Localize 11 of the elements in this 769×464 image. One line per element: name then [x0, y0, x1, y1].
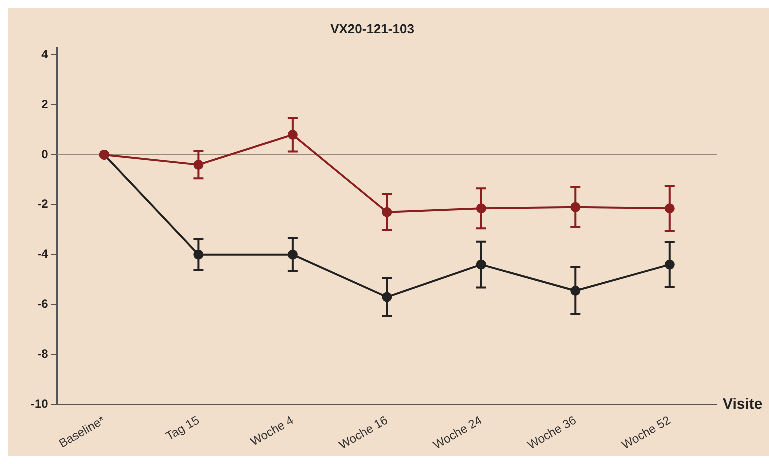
chart-title: VX20-121-103: [330, 21, 414, 36]
y-tick-label: -2: [38, 197, 49, 212]
y-tick-label: 2: [42, 97, 49, 112]
y-tick-label: 0: [42, 147, 49, 162]
x-tick-label: Tag 15: [164, 413, 202, 444]
y-tick-label: -4: [38, 247, 49, 262]
y-tick-label: -6: [38, 297, 49, 312]
y-tick-label: -8: [38, 347, 49, 361]
y-tick-label: -10: [31, 396, 49, 411]
x-axis-title: Visite: [723, 396, 763, 413]
y-tick-label: 4: [42, 47, 49, 62]
